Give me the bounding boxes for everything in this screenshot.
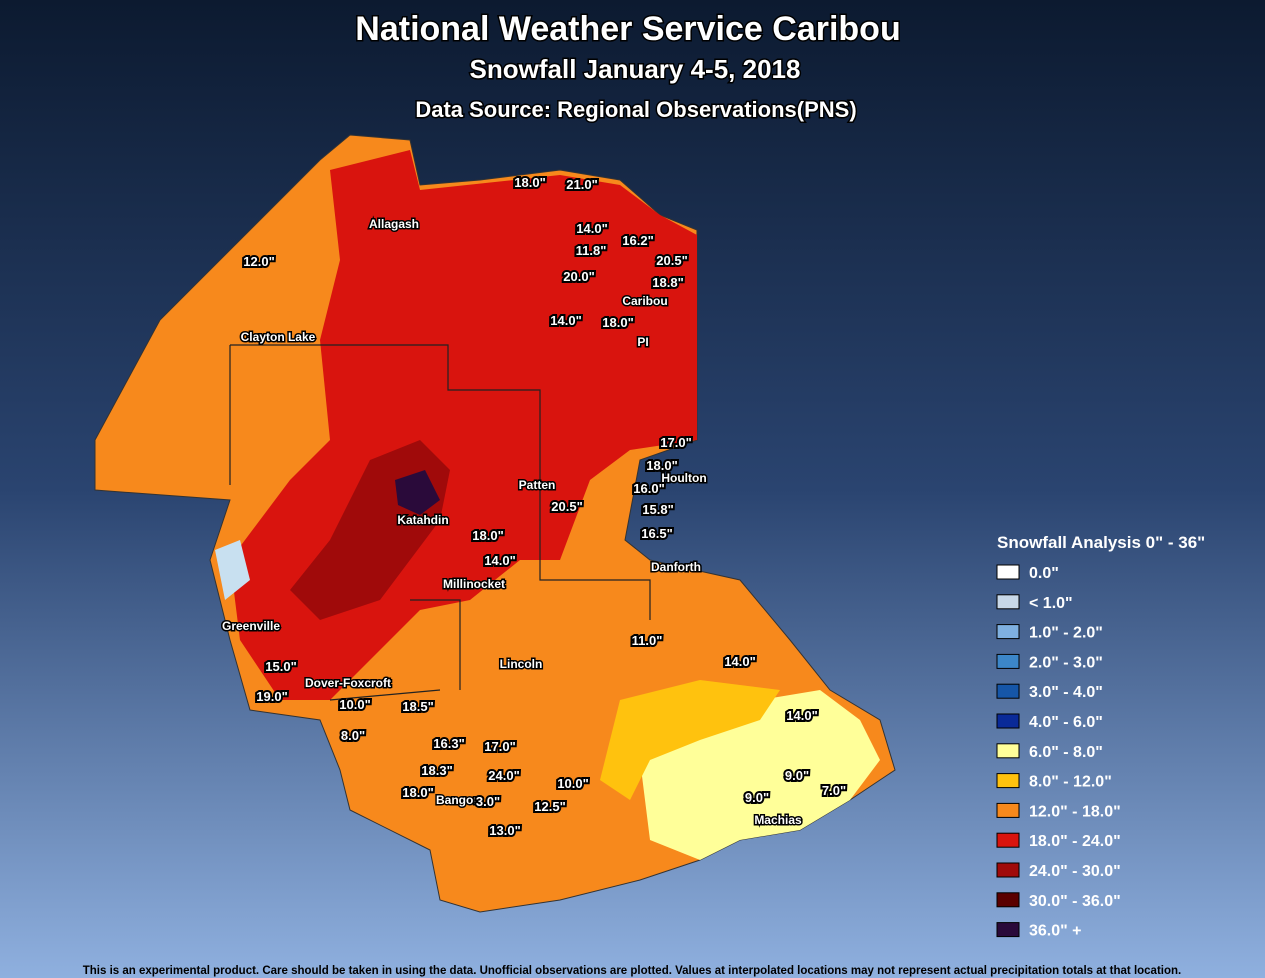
snowfall-label: 9.0"	[785, 768, 809, 783]
town-label: Katahdin	[397, 513, 448, 527]
snowfall-label: 19.0"	[256, 689, 287, 704]
town-label: Greenville	[222, 619, 280, 633]
legend-label: 2.0" - 3.0"	[1029, 654, 1103, 671]
snowfall-label: 15.8"	[642, 502, 673, 517]
snowfall-label: 16.3"	[433, 736, 464, 751]
snowfall-label: 11.8"	[576, 243, 607, 258]
town-label: PI	[637, 335, 648, 349]
legend-swatch	[996, 892, 1020, 908]
town-label: Millinocket	[443, 577, 505, 591]
snowfall-label: 10.0"	[557, 776, 588, 791]
town-label: Bangor	[436, 793, 478, 807]
town-label: Machias	[754, 813, 802, 827]
snowfall-label: 3.0"	[476, 794, 500, 809]
legend-label: 12.0" - 18.0"	[1029, 803, 1121, 820]
snowfall-label: 17.0"	[660, 435, 691, 450]
snowfall-label: 21.0"	[566, 177, 597, 192]
legend-title: Snowfall Analysis 0" - 36"	[997, 533, 1205, 552]
legend-label: 3.0" - 4.0"	[1029, 684, 1103, 701]
title: National Weather Service Caribou	[355, 10, 900, 48]
town-label: Houlton	[661, 471, 706, 485]
legend-swatch	[996, 594, 1020, 610]
legend-label: 24.0" - 30.0"	[1029, 863, 1121, 880]
legend-label: 0.0"	[1029, 565, 1059, 582]
legend-swatch	[996, 773, 1020, 789]
legend-swatch	[996, 802, 1020, 818]
snowfall-label: 18.0"	[602, 315, 633, 330]
legend-label: 36.0" +	[1029, 923, 1082, 940]
snowfall-label: 12.0"	[243, 254, 274, 269]
legend-label: 18.0" - 24.0"	[1029, 833, 1121, 850]
snowfall-label: 15.0"	[265, 659, 296, 674]
snowfall-label: 16.0"	[633, 481, 664, 496]
legend-swatch	[996, 564, 1020, 580]
town-label: Clayton Lake	[241, 330, 316, 344]
town-label: Patten	[519, 478, 556, 492]
snowfall-label: 20.0"	[563, 269, 594, 284]
legend-swatch	[996, 832, 1020, 848]
legend-swatch	[996, 862, 1020, 878]
legend-swatch	[996, 624, 1020, 640]
legend-label: 30.0" - 36.0"	[1029, 893, 1121, 910]
snowfall-label: 10.0"	[339, 697, 370, 712]
source: Data Source: Regional Observations(PNS)	[415, 97, 856, 122]
snowfall-label: 8.0"	[341, 728, 365, 743]
snowfall-label: 14.0"	[550, 313, 581, 328]
legend-label: 8.0" - 12.0"	[1029, 774, 1112, 791]
snowfall-label: 14.0"	[576, 221, 607, 236]
legend-label: 4.0" - 6.0"	[1029, 714, 1103, 731]
legend-label: 6.0" - 8.0"	[1029, 744, 1103, 761]
legend-swatch	[996, 922, 1020, 938]
snowfall-label: 7.0"	[822, 783, 846, 798]
snowfall-label: 18.0"	[514, 175, 545, 190]
town-label: Caribou	[622, 294, 667, 308]
snowfall-label: 16.5"	[641, 526, 672, 541]
legend-label: 1.0" - 2.0"	[1029, 625, 1103, 642]
footer: This is an experimental product. Care sh…	[83, 965, 1181, 977]
legend-swatch	[996, 653, 1020, 669]
snowfall-label: 20.5"	[656, 253, 687, 268]
snowfall-label: 14.0"	[724, 654, 755, 669]
state-map	[94, 134, 896, 913]
snowfall-label: 13.0"	[489, 823, 520, 838]
snowfall-label: 18.5"	[402, 699, 433, 714]
snowfall-label: 14.0"	[786, 708, 817, 723]
town-label: Allagash	[369, 217, 419, 231]
town-label: Dover-Foxcroft	[305, 676, 391, 690]
snowfall-label: 20.5"	[551, 499, 582, 514]
snowfall-label: 12.5"	[534, 799, 565, 814]
snowfall-label: 18.0"	[402, 785, 433, 800]
legend-swatch	[996, 683, 1020, 699]
legend-label: < 1.0"	[1029, 595, 1073, 612]
legend-swatch	[996, 713, 1020, 729]
snowfall-label: 17.0"	[484, 739, 515, 754]
snowfall-label: 14.0"	[484, 553, 515, 568]
snowfall-label: 18.0"	[472, 528, 503, 543]
snowfall-label: 9.0"	[745, 790, 769, 805]
snowfall-label: 18.0"	[646, 458, 677, 473]
snowfall-label: 24.0"	[488, 768, 519, 783]
legend-swatch	[996, 743, 1020, 759]
snowfall-label: 18.3"	[421, 763, 452, 778]
subtitle: Snowfall January 4-5, 2018	[470, 54, 801, 84]
town-label: Lincoln	[500, 657, 543, 671]
snowfall-label: 16.2"	[622, 233, 653, 248]
snowfall-label: 11.0"	[632, 633, 663, 648]
town-label: Danforth	[651, 560, 701, 574]
snowfall-label: 18.8"	[652, 275, 683, 290]
